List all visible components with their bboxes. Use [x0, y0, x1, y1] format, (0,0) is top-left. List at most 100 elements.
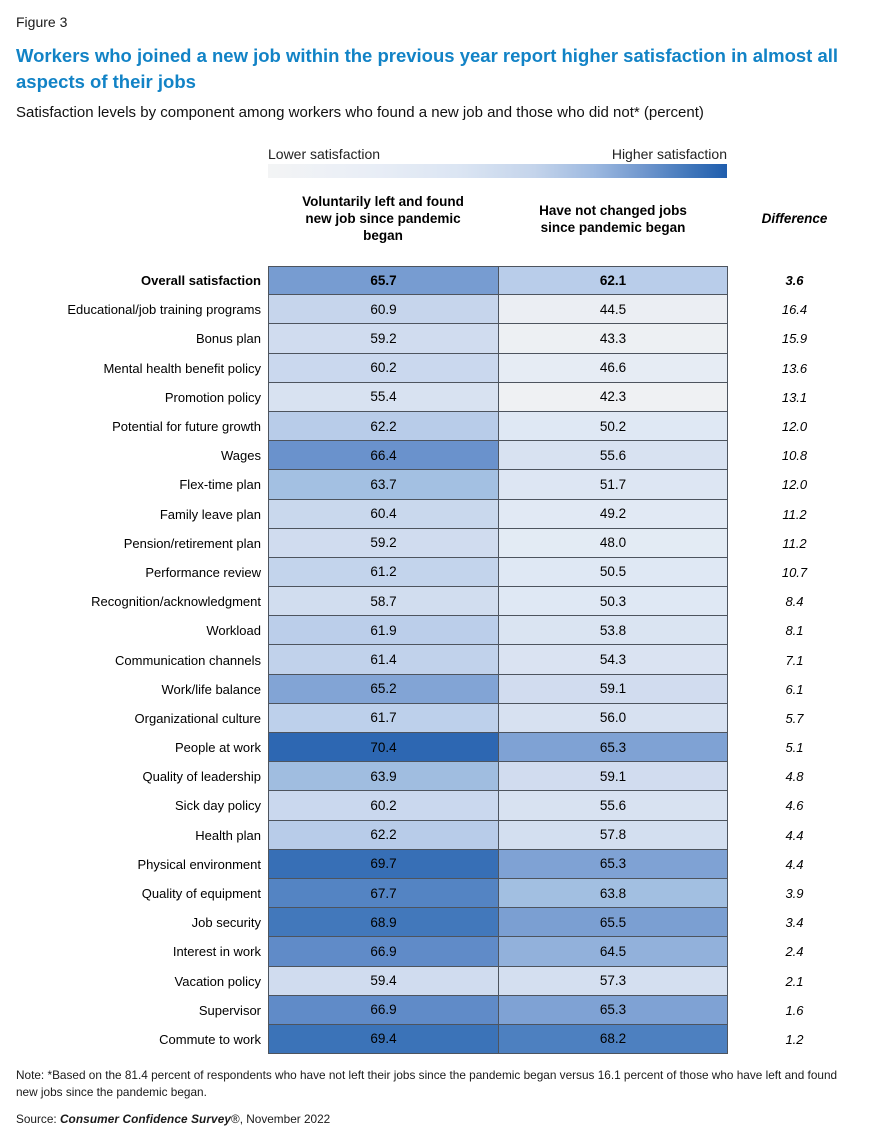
heat-cell-left: 69.4 — [268, 1024, 498, 1055]
heat-cell-left: 67.7 — [268, 878, 498, 909]
table-row: Mental health benefit policy 60.2 46.6 1… — [16, 353, 861, 383]
heat-cell-right: 53.8 — [498, 616, 728, 646]
heat-cell-left: 63.7 — [268, 470, 498, 500]
heat-cell-right: 50.5 — [498, 557, 728, 588]
legend-high-label: Higher satisfaction — [611, 146, 727, 162]
difference-value: 4.8 — [785, 769, 804, 785]
row-label: Vacation policy — [174, 973, 261, 989]
heat-cell-left: 60.2 — [268, 353, 498, 383]
heat-cell-left: 66.9 — [268, 995, 498, 1025]
heat-cell-right: 55.6 — [498, 791, 728, 821]
row-label: Flex-time plan — [179, 477, 261, 493]
heat-cell-left: 61.7 — [268, 703, 498, 733]
column-headers: Voluntarily left and found new job since… — [16, 193, 861, 244]
row-label: Performance review — [145, 564, 261, 580]
row-label: Work/life balance — [161, 681, 261, 697]
footnote: Note: *Based on the 81.4 percent of resp… — [16, 1068, 838, 1100]
heat-cell-right: 64.5 — [498, 937, 728, 967]
column-header-difference: Difference — [761, 211, 828, 226]
row-label: Overall satisfaction — [141, 273, 261, 289]
difference-value: 3.4 — [785, 915, 804, 931]
table-row: Family leave plan 60.4 49.2 11.2 — [16, 499, 861, 529]
table-row: Bonus plan 59.2 43.3 15.9 — [16, 324, 861, 354]
row-label: Commute to work — [159, 1031, 261, 1047]
table-row: Wages 66.4 55.6 10.8 — [16, 441, 861, 471]
row-label: Quality of leadership — [142, 769, 261, 785]
row-label: Health plan — [195, 827, 261, 843]
row-label: Wages — [221, 448, 261, 464]
legend-labels: Lower satisfaction Higher satisfaction — [268, 146, 727, 162]
heat-cell-left: 66.9 — [268, 937, 498, 967]
difference-value: 15.9 — [781, 331, 808, 347]
table-row: Flex-time plan 63.7 51.7 12.0 — [16, 470, 861, 500]
heat-cell-right: 49.2 — [498, 499, 728, 529]
heat-cell-left: 58.7 — [268, 587, 498, 617]
table-row: Quality of leadership 63.9 59.1 4.8 — [16, 762, 861, 792]
column-header-right: Have not changed jobs since pandemic beg… — [539, 202, 687, 235]
difference-value: 12.0 — [781, 477, 808, 493]
difference-value: 2.4 — [785, 944, 804, 960]
difference-value: 13.6 — [781, 360, 808, 376]
table-row: Organizational culture 61.7 56.0 5.7 — [16, 703, 861, 733]
difference-value: 10.8 — [781, 448, 808, 464]
heat-cell-right: 46.6 — [498, 353, 728, 383]
row-label: People at work — [175, 740, 261, 756]
heat-cell-right: 51.7 — [498, 470, 728, 500]
table-row: Sick day policy 60.2 55.6 4.6 — [16, 791, 861, 821]
difference-value: 1.6 — [785, 1002, 804, 1018]
column-header-left: Voluntarily left and found new job since… — [302, 194, 464, 243]
row-label: Pension/retirement plan — [123, 535, 261, 551]
heat-cell-left: 59.4 — [268, 966, 498, 996]
heat-cell-right: 56.0 — [498, 703, 728, 733]
table-row: Performance review 61.2 50.5 10.7 — [16, 557, 861, 588]
difference-value: 13.1 — [781, 389, 808, 405]
difference-value: 8.4 — [785, 594, 804, 610]
difference-value: 11.2 — [782, 506, 807, 522]
heat-cell-left: 66.4 — [268, 441, 498, 471]
row-label: Workload — [206, 623, 261, 639]
heat-cell-left: 68.9 — [268, 908, 498, 938]
heat-cell-left: 65.2 — [268, 674, 498, 704]
heat-cell-right: 48.0 — [498, 528, 728, 558]
table-row: Interest in work 66.9 64.5 2.4 — [16, 937, 861, 967]
heat-cell-right: 68.2 — [498, 1024, 728, 1055]
table-row: Overall satisfaction 65.7 62.1 3.6 — [16, 266, 861, 296]
heat-cell-right: 63.8 — [498, 878, 728, 909]
row-label: Sick day policy — [175, 798, 261, 814]
heat-cell-left: 61.4 — [268, 645, 498, 675]
row-label: Job security — [191, 915, 261, 931]
row-label: Potential for future growth — [112, 419, 261, 435]
heat-cell-right: 43.3 — [498, 324, 728, 354]
heat-cell-right: 50.2 — [498, 411, 728, 442]
heat-cell-left: 63.9 — [268, 762, 498, 792]
row-label: Educational/job training programs — [67, 302, 261, 318]
source-name: Consumer Confidence Survey — [59, 1112, 232, 1126]
difference-value: 7.1 — [785, 652, 804, 668]
heat-cell-right: 44.5 — [498, 295, 728, 325]
difference-value: 2.1 — [785, 973, 804, 989]
page-title: Workers who joined a new job within the … — [16, 45, 839, 92]
table-row: Work/life balance 65.2 59.1 6.1 — [16, 674, 861, 704]
heat-cell-left: 65.7 — [268, 266, 498, 296]
table-row: Health plan 62.2 57.8 4.4 — [16, 820, 861, 850]
heat-cell-left: 60.2 — [268, 791, 498, 821]
heat-cell-right: 65.3 — [498, 995, 728, 1025]
heat-cell-left: 62.2 — [268, 411, 498, 442]
legend-low-label: Lower satisfaction — [268, 146, 381, 162]
difference-value: 10.7 — [781, 564, 808, 580]
difference-value: 3.6 — [785, 273, 804, 289]
heat-cell-right: 59.1 — [498, 762, 728, 792]
heat-cell-left: 60.4 — [268, 499, 498, 529]
heat-cell-right: 65.3 — [498, 849, 728, 879]
row-label: Recognition/acknowledgment — [91, 594, 261, 610]
figure-subtitle: Satisfaction levels by component among w… — [16, 104, 704, 121]
heat-cell-right: 42.3 — [498, 382, 728, 412]
color-legend: Lower satisfaction Higher satisfaction — [268, 146, 727, 178]
heat-cell-right: 55.6 — [498, 441, 728, 471]
difference-value: 4.6 — [785, 798, 804, 814]
row-label: Communication channels — [115, 652, 261, 668]
heat-cell-left: 70.4 — [268, 733, 498, 763]
heat-cell-left: 61.9 — [268, 616, 498, 646]
difference-value: 4.4 — [785, 827, 804, 843]
